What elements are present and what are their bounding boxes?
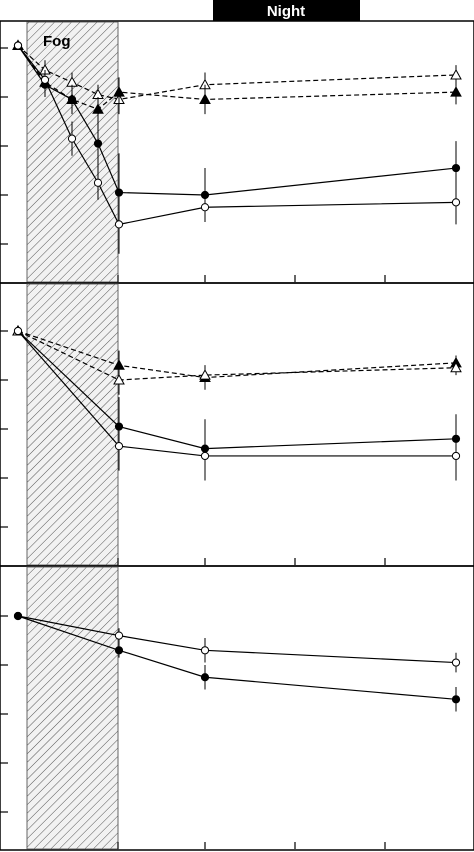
data-point: [199, 93, 211, 104]
series-line-3: [17, 330, 456, 457]
data-point: [114, 442, 124, 451]
series-line-1: [17, 330, 457, 381]
data-point: [114, 631, 124, 640]
panel-middle: [0, 282, 474, 567]
data-point: [451, 198, 461, 207]
data-point: [40, 75, 50, 84]
data-point: [93, 139, 103, 148]
data-point: [93, 178, 103, 187]
data-point: [199, 369, 211, 380]
series-line-2: [17, 330, 457, 450]
data-point: [114, 220, 124, 229]
data-point: [114, 646, 124, 655]
data-point: [92, 103, 104, 114]
data-point: [200, 673, 210, 682]
data-point: [113, 373, 125, 385]
data-point: [450, 86, 462, 97]
plot-middle: [0, 324, 462, 565]
data-point: [200, 646, 210, 655]
data-point: [67, 134, 77, 143]
data-point: [113, 86, 125, 97]
panel-bottom-frame: [0, 565, 474, 851]
data-point: [450, 361, 462, 373]
series-line-0: [17, 615, 457, 664]
plot-bottom: [0, 611, 461, 849]
night-bar: [213, 0, 360, 21]
data-point: [451, 658, 461, 667]
data-point: [200, 451, 210, 461]
data-point: [451, 695, 461, 704]
panel-bottom: [0, 565, 474, 851]
data-point: [200, 203, 210, 212]
night-label: Night: [267, 3, 305, 20]
panel-top: Fog: [0, 20, 474, 284]
data-point: [451, 451, 461, 461]
data-point: [13, 41, 23, 50]
data-point: [67, 95, 77, 104]
data-point: [13, 611, 23, 621]
series-line-1: [17, 615, 457, 700]
fog-region-middle: [26, 283, 119, 566]
fog-region-bottom: [26, 566, 119, 850]
data-point: [13, 326, 23, 336]
data-point: [451, 163, 461, 173]
plot-top: [0, 39, 462, 282]
data-point: [450, 68, 462, 80]
fog-label: Fog: [43, 33, 71, 50]
